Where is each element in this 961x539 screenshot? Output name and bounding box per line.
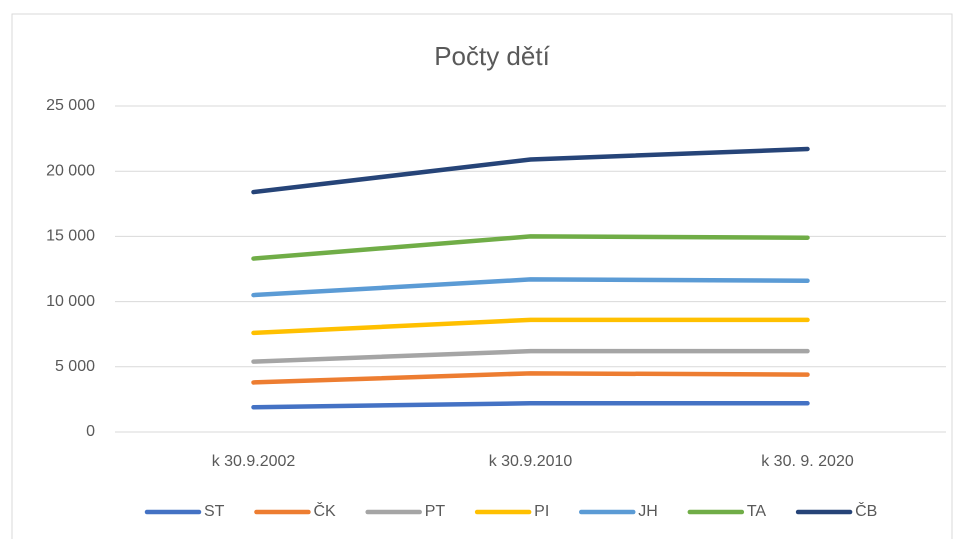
x-tick-label: k 30.9.2010 — [489, 453, 573, 470]
legend-label: PT — [425, 503, 446, 520]
legend-label: ST — [204, 503, 225, 520]
y-tick-label: 25 000 — [46, 97, 95, 114]
y-tick-label: 15 000 — [46, 228, 95, 245]
legend-label: ČK — [313, 501, 336, 520]
series-line — [251, 146, 810, 195]
legend-label: PI — [534, 503, 549, 520]
chart-frame — [11, 13, 953, 539]
series-line — [251, 401, 810, 410]
legend-label: ČB — [855, 501, 877, 520]
y-tick-label: 5 000 — [55, 358, 95, 375]
y-tick-label: 0 — [86, 423, 95, 440]
chart-title: Počty dětí — [434, 41, 550, 71]
series-line — [251, 277, 810, 298]
series-line — [251, 234, 810, 261]
series-line — [251, 317, 810, 336]
x-tick-label: k 30.9.2002 — [212, 453, 296, 470]
y-tick-label: 20 000 — [46, 162, 95, 179]
legend-label: JH — [638, 503, 658, 520]
legend-label: TA — [747, 503, 767, 520]
series-line — [251, 348, 810, 364]
series-line — [251, 371, 810, 385]
y-tick-label: 10 000 — [46, 293, 95, 310]
x-tick-label: k 30. 9. 2020 — [761, 453, 854, 470]
